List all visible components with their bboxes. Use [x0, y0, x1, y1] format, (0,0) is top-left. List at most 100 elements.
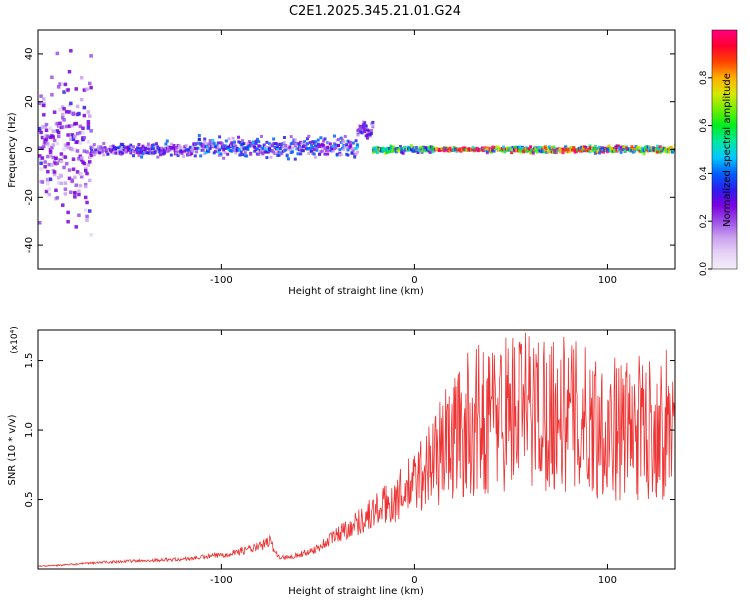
- spectrogram-cell: [254, 139, 258, 143]
- spectrogram-cell: [277, 153, 281, 157]
- spectrogram-cell: [73, 134, 77, 139]
- spectrogram-cell: [62, 107, 66, 111]
- spectrogram-cell: [463, 146, 467, 150]
- spectrogram-cell: [44, 137, 49, 141]
- spectrogram-cell: [354, 139, 358, 143]
- spectrogram-cell: [60, 203, 65, 207]
- spectrogram-cell: [280, 152, 284, 156]
- spectrogram-cell: [308, 146, 312, 150]
- spectrogram-cell: [354, 152, 358, 156]
- spectrogram-cell: [47, 187, 51, 191]
- spectrogram-cell: [82, 136, 87, 140]
- spectrogram-cell: [197, 137, 201, 141]
- spectrogram-cell: [86, 163, 91, 167]
- spectrogram-cell: [251, 140, 255, 144]
- spectrogram-cell: [82, 113, 87, 118]
- spectrogram-cell: [345, 145, 349, 149]
- spectrogram-cell: [43, 160, 47, 164]
- spectrogram-cell: [39, 94, 43, 98]
- spectrogram-cell: [656, 144, 660, 148]
- spectrogram-cell: [60, 105, 65, 109]
- colorbar-tick-label: 0.4: [699, 166, 709, 181]
- spectrogram-cell: [389, 147, 393, 151]
- spectrogram-cell: [39, 130, 43, 135]
- spectrogram-cell: [79, 158, 84, 162]
- spectrogram-cell: [163, 151, 167, 155]
- spectrogram-cell: [308, 141, 312, 145]
- x-tick-label: 0: [411, 275, 417, 286]
- spectrogram-cell: [113, 145, 117, 149]
- spectrogram-cell: [121, 143, 125, 147]
- spectrogram-cell: [212, 141, 216, 145]
- spectrogram-cell: [227, 137, 231, 141]
- spectrogram-cell: [132, 154, 136, 158]
- spectrogram-cell: [273, 145, 277, 149]
- spectrogram-cell: [146, 142, 150, 146]
- spectrogram-cell: [234, 151, 238, 155]
- spectrogram-cell: [364, 124, 368, 128]
- spectrogram-cell: [191, 149, 195, 153]
- spectrogram-cell: [43, 164, 47, 169]
- spectrogram-cell: [253, 145, 257, 149]
- spectrogram-cells: [38, 49, 675, 237]
- spectrogram-cell: [199, 154, 203, 158]
- spectrogram-cell: [177, 144, 181, 148]
- spectrogram-cell: [539, 146, 543, 150]
- spectrogram-cell: [262, 143, 266, 147]
- spectrogram-cell: [74, 87, 78, 91]
- spectrogram-cell: [311, 140, 315, 144]
- spectrogram-cell: [56, 181, 61, 185]
- spectrogram-cell: [527, 147, 531, 151]
- spectrogram-cell: [247, 144, 251, 148]
- y-tick-label: 1.0: [24, 422, 35, 438]
- spectrogram-cell: [197, 134, 201, 138]
- spectrogram-cell: [43, 124, 47, 129]
- spectrogram-cell: [208, 138, 212, 142]
- spectrogram-cell: [87, 81, 92, 86]
- spectrogram-cell: [502, 145, 506, 149]
- spectrogram-cell: [51, 135, 56, 139]
- spectrogram-cell: [71, 167, 76, 171]
- spectrogram-cell: [78, 183, 83, 188]
- spectrogram-cell: [56, 175, 61, 180]
- spectrogram-cell: [322, 139, 326, 143]
- spectrogram-cell: [561, 151, 565, 155]
- spectrogram-cell: [547, 145, 551, 149]
- spectrogram-cell: [77, 112, 81, 116]
- spectrogram-cell: [152, 146, 156, 150]
- spectrogram-cell: [86, 140, 91, 144]
- spectrogram-cell: [261, 147, 265, 151]
- spectrogram-cell: [258, 150, 262, 154]
- spectrogram-cell: [46, 181, 50, 186]
- spectrogram-cell: [87, 178, 92, 183]
- spectrogram-cell: [81, 126, 85, 130]
- spectrogram-cell: [398, 145, 402, 149]
- spectrogram-cell: [320, 149, 324, 153]
- spectrogram-cell: [102, 141, 106, 145]
- spectrogram-cell: [51, 129, 56, 133]
- spectrogram-cell: [588, 144, 592, 148]
- spectrogram-cell: [416, 151, 420, 155]
- spectrogram-cell: [63, 82, 68, 87]
- spectrogram-cell: [79, 174, 84, 179]
- spectrogram-cell: [85, 150, 89, 154]
- spectrogram-cell: [247, 139, 251, 143]
- spectrogram-cell: [216, 141, 220, 145]
- spectrogram-cell: [164, 142, 168, 146]
- spectrogram-cell: [141, 144, 145, 148]
- spectrogram-cell: [60, 112, 65, 117]
- spectrogram-cell: [572, 146, 576, 150]
- spectrogram-cell: [163, 148, 167, 152]
- spectrogram-cell: [633, 149, 637, 153]
- spectrogram-cell: [301, 149, 305, 153]
- spectrogram-cell: [62, 165, 66, 170]
- spectrogram-cell: [254, 141, 258, 145]
- spectrogram-cell: [59, 160, 64, 164]
- spectrogram-cell: [46, 169, 50, 174]
- spectrogram-cell: [38, 146, 42, 150]
- spectrogram-cell: [360, 131, 364, 135]
- x-tick-label: -100: [210, 575, 233, 586]
- spectrogram-cell: [40, 180, 45, 184]
- spectrogram-cell: [62, 147, 66, 152]
- spectrogram-cell: [208, 147, 212, 151]
